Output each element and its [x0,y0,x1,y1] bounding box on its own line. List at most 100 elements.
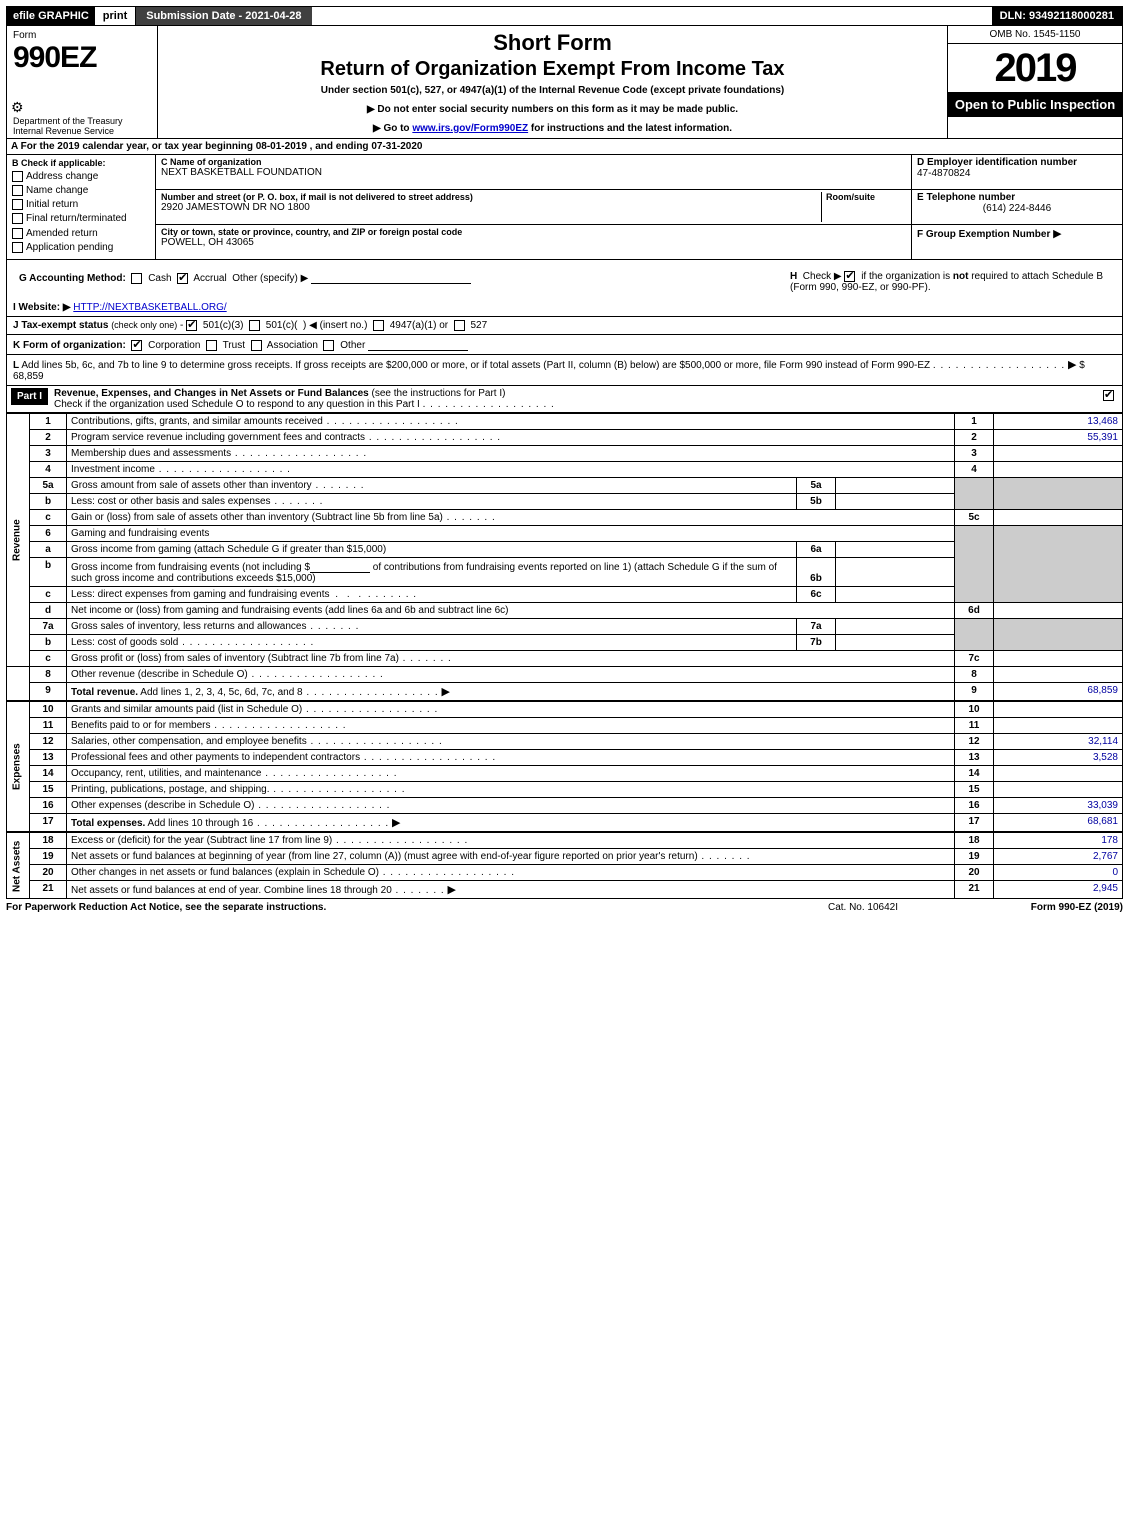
footer-right: Form 990-EZ (2019) [963,902,1123,913]
amt-1: 13,468 [994,414,1123,430]
chk-accrual[interactable] [177,273,188,284]
amt-21: 2,945 [994,881,1123,899]
goto-note: ▶ Go to www.irs.gov/Form990EZ for instru… [166,123,939,134]
val-5b [836,494,955,510]
amt-10 [994,702,1123,718]
form-id-box: Form 990EZ ⚙ Department of the Treasury … [7,26,158,138]
footer-cat: Cat. No. 10642I [763,902,963,913]
ein-label: D Employer identification number [917,157,1077,168]
org-name: NEXT BASKETBALL FOUNDATION [161,167,906,178]
amt-12: 32,114 [994,734,1123,750]
efile-label: efile GRAPHIC [7,7,95,25]
amt-4 [994,462,1123,478]
chk-trust[interactable] [206,340,217,351]
section-l: L Add lines 5b, 6c, and 7b to line 9 to … [13,358,1116,382]
org-name-label: C Name of organization [161,157,906,167]
section-k: K Form of organization: Corporation Trus… [13,338,1116,351]
subtitle: Under section 501(c), 527, or 4947(a)(1)… [166,85,939,96]
ssn-note: ▶ Do not enter social security numbers o… [166,104,939,115]
short-form-title: Short Form [166,30,939,56]
part1-label: Part I [11,388,48,405]
open-public-badge: Open to Public Inspection [948,93,1122,117]
section-b: B Check if applicable: Address change Na… [7,155,156,259]
chk-application-pending[interactable]: Application pending [12,242,150,253]
other-method-input[interactable] [311,271,471,284]
amt-18: 178 [994,833,1123,849]
revenue-table: Revenue 1 Contributions, gifts, grants, … [6,413,1123,701]
street-label: Number and street (or P. O. box, if mail… [161,192,821,202]
amt-11 [994,718,1123,734]
section-g: G Accounting Method: Cash Accrual Other … [13,263,784,296]
6b-amount-input[interactable] [310,560,370,573]
street-value: 2920 JAMESTOWN DR NO 1800 [161,202,821,213]
net-assets-table: Net Assets 18 Excess or (deficit) for th… [6,832,1123,899]
amt-9: 68,859 [994,683,1123,701]
treasury-seal-icon: ⚙ [11,99,24,116]
chk-address-change[interactable]: Address change [12,171,150,182]
section-i: I Website: ▶ HTTP://NEXTBASKETBALL.ORG/ [13,302,1116,313]
amt-13: 3,528 [994,750,1123,766]
val-6b [836,558,955,587]
omb-number: OMB No. 1545-1150 [948,26,1122,44]
netassets-side-label: Net Assets [7,833,30,899]
chk-final-return[interactable]: Final return/terminated [12,213,150,224]
footer: For Paperwork Reduction Act Notice, see … [6,899,1123,913]
chk-initial-return[interactable]: Initial return [12,199,150,210]
chk-schedule-b[interactable] [844,271,855,282]
section-c: C Name of organization NEXT BASKETBALL F… [156,155,911,259]
section-b-header: B Check if applicable: [12,158,150,168]
other-org-input[interactable] [368,338,468,351]
form-number: 990EZ [13,43,151,73]
chk-name-change[interactable]: Name change [12,185,150,196]
section-h: H Check ▶ if the organization is not req… [784,263,1116,296]
revenue-side-label: Revenue [7,414,30,667]
amt-14 [994,766,1123,782]
chk-527[interactable] [454,320,465,331]
irs-link[interactable]: www.irs.gov/Form990EZ [412,123,528,134]
val-6c [836,587,955,603]
room-label: Room/suite [826,192,906,202]
submission-date: Submission Date - 2021-04-28 [136,7,311,25]
amt-20: 0 [994,865,1123,881]
expenses-table: Expenses 10 Grants and similar amounts p… [6,701,1123,832]
chk-4947a1[interactable] [373,320,384,331]
val-6a [836,542,955,558]
amt-15 [994,782,1123,798]
val-5a [836,478,955,494]
amt-16: 33,039 [994,798,1123,814]
amt-17: 68,681 [994,814,1123,832]
amt-6d [994,603,1123,619]
chk-schedule-o[interactable] [1103,390,1114,401]
footer-left: For Paperwork Reduction Act Notice, see … [6,902,763,913]
chk-association[interactable] [251,340,262,351]
val-7a [836,619,955,635]
ein-value: 47-4870824 [917,168,970,179]
part1-title: Revenue, Expenses, and Changes in Net As… [54,388,369,399]
expenses-side-label: Expenses [7,702,30,832]
print-button[interactable]: print [95,7,136,25]
chk-corporation[interactable] [131,340,142,351]
amt-5c [994,510,1123,526]
group-exemption-label: F Group Exemption Number [917,229,1050,240]
chk-amended-return[interactable]: Amended return [12,228,150,239]
part1-check-line: Check if the organization used Schedule … [54,399,420,410]
chk-other-org[interactable] [323,340,334,351]
amt-19: 2,767 [994,849,1123,865]
info-block: B Check if applicable: Address change Na… [6,155,1123,260]
phone-value: (614) 224-8446 [917,203,1117,214]
chk-501c[interactable] [249,320,260,331]
right-column: OMB No. 1545-1150 2019 Open to Public In… [948,26,1122,138]
chk-501c3[interactable] [186,320,197,331]
website-link[interactable]: HTTP://NEXTBASKETBALL.ORG/ [73,302,226,313]
phone-label: E Telephone number [917,192,1015,203]
department-label: Department of the Treasury Internal Reve… [13,116,123,136]
amt-7c [994,651,1123,667]
section-j: J Tax-exempt status (check only one) - 5… [13,320,1116,331]
form-label: Form [13,30,151,41]
return-title: Return of Organization Exempt From Incom… [166,58,939,81]
arrow-icon: ▶ [1053,228,1061,240]
val-7b [836,635,955,651]
chk-cash[interactable] [131,273,142,284]
spacer [312,7,992,25]
city-label: City or town, state or province, country… [161,227,906,237]
